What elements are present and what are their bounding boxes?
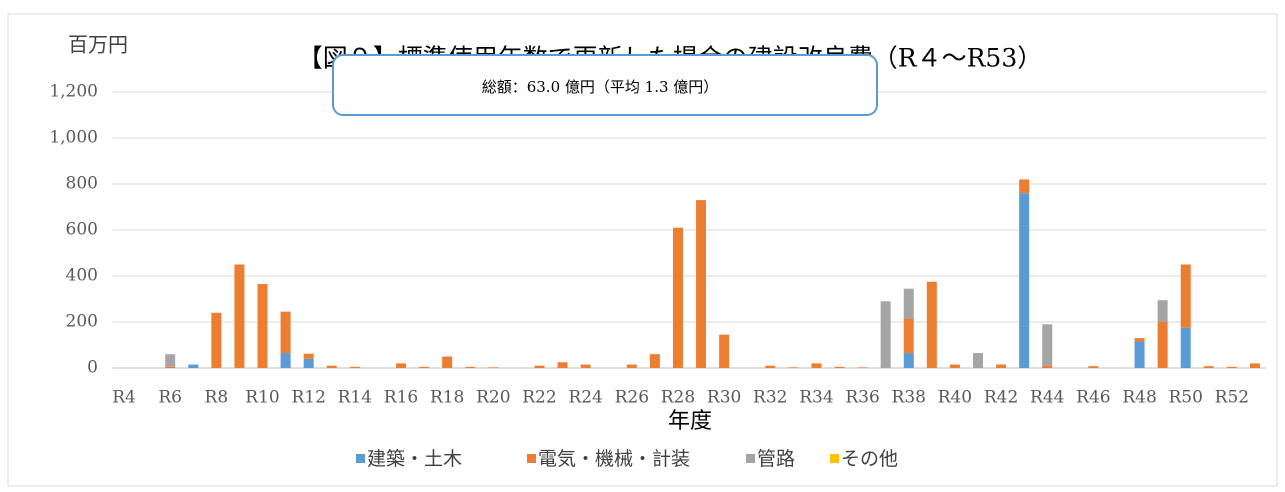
x-tick-label: R50 [1169,388,1203,408]
bar-segment [419,366,430,368]
bar-segment [465,366,476,368]
bar-segment [880,301,891,368]
bar-segment [396,363,406,368]
bar-segment [1042,324,1053,366]
y-tick-label: 800 [66,174,98,194]
legend-label: 建築・土木 [367,448,462,470]
legend-swatch [746,454,755,463]
x-tick-label: R20 [476,388,510,408]
annotation-box [332,54,878,116]
legend-swatch [527,454,536,463]
x-tick-label: R46 [1076,388,1110,408]
bar-segment [1180,264,1191,328]
bar-segment [649,354,660,368]
legend-label: 管路 [757,448,795,470]
x-tick-label: R6 [158,388,182,408]
x-tick-label: R42 [984,388,1018,408]
bar-segment [442,356,453,368]
bar-segment [580,364,591,368]
bar-segment [257,284,268,368]
bar-segment [1134,341,1145,368]
x-tick-label: R18 [430,388,464,408]
x-tick-label: R44 [1030,388,1064,408]
bar-segment [165,354,176,367]
bar-segment [349,366,360,368]
x-axis-label: 年度 [668,409,712,434]
bar-segment [903,288,914,319]
bar-segment [672,227,683,368]
bar-segment [973,353,983,368]
x-tick-label: R38 [892,388,926,408]
legend-swatch [356,454,365,463]
x-tick-label: R10 [245,388,279,408]
x-tick-label: R36 [845,388,879,408]
bar-segment [903,353,914,368]
bar-segment [1019,193,1030,368]
bar-segment [165,366,176,368]
bar-segment [996,364,1007,368]
plot-area: 0 200 400 600 800 1,000 1,200 R4 R6 R8 R10 R12 R14 R1… [49,82,1267,408]
bar-segment [488,367,499,368]
x-tick-label: R48 [1122,388,1156,408]
x-tick-label: R16 [384,388,418,408]
bar-segment [303,353,314,359]
bar-segment [788,367,799,368]
bar-segment [1157,322,1168,368]
bar-segment [626,364,637,368]
bar-segment [857,367,868,368]
bar-segment [1042,365,1053,368]
bar-segment [811,363,822,368]
bar-segment [303,358,314,368]
x-tick-label: R22 [522,388,556,408]
bar-segment [696,200,707,368]
bar-segment [1088,366,1099,368]
x-tick-label: R28 [661,388,695,408]
bar-segment [1226,366,1237,368]
x-tick-label: R32 [753,388,787,408]
bar-segment [1203,366,1214,368]
bar-segment [949,364,960,368]
bar-segment [280,311,291,354]
y-axis-label: 百万円 [68,33,128,57]
bar-segment [834,366,845,368]
y-tick-label: 200 [66,312,98,332]
x-tick-label: R12 [291,388,325,408]
bar-segment [534,365,545,368]
y-tick-label: 0 [87,358,98,378]
bar-segment [234,264,245,368]
x-tick-label: R14 [338,388,372,408]
bar-segment [188,364,199,368]
bar-segment [903,318,914,354]
x-tick-label: R26 [615,388,649,408]
x-tick-label: R4 [112,388,136,408]
x-tick-label: R40 [938,388,972,408]
bar-segment [1019,179,1030,194]
legend-swatch [830,454,839,463]
bar-segment [1249,363,1260,368]
bar-segment [1180,327,1191,368]
bar-segment [926,281,937,368]
y-tick-label: 1,000 [49,128,98,148]
bar-segment [211,312,222,368]
y-tick-label: 400 [66,266,98,286]
bar-segment [765,365,776,368]
x-tick-label: R30 [707,388,741,408]
y-tick-label: 1,200 [49,82,98,102]
x-tick-label: R24 [568,388,602,408]
bar-segment [1134,338,1145,342]
annotation: 総額：63.0 億円（平均 1.3 億円） [482,78,719,96]
bar-segment [719,334,730,368]
bar-segment [326,365,337,368]
bar-segment [557,362,568,368]
x-tick-label: R52 [1215,388,1249,408]
bar-segment [1157,300,1168,322]
legend: 建築・土木 電気・機械・計装 管路 その他 [356,448,898,470]
x-tick-label: R8 [205,388,229,408]
legend-label: その他 [841,448,898,470]
x-tick-label: R34 [799,388,833,408]
y-tick-label: 600 [66,220,98,240]
bar-segment [280,353,291,368]
legend-label: 電気・機械・計装 [538,448,690,470]
